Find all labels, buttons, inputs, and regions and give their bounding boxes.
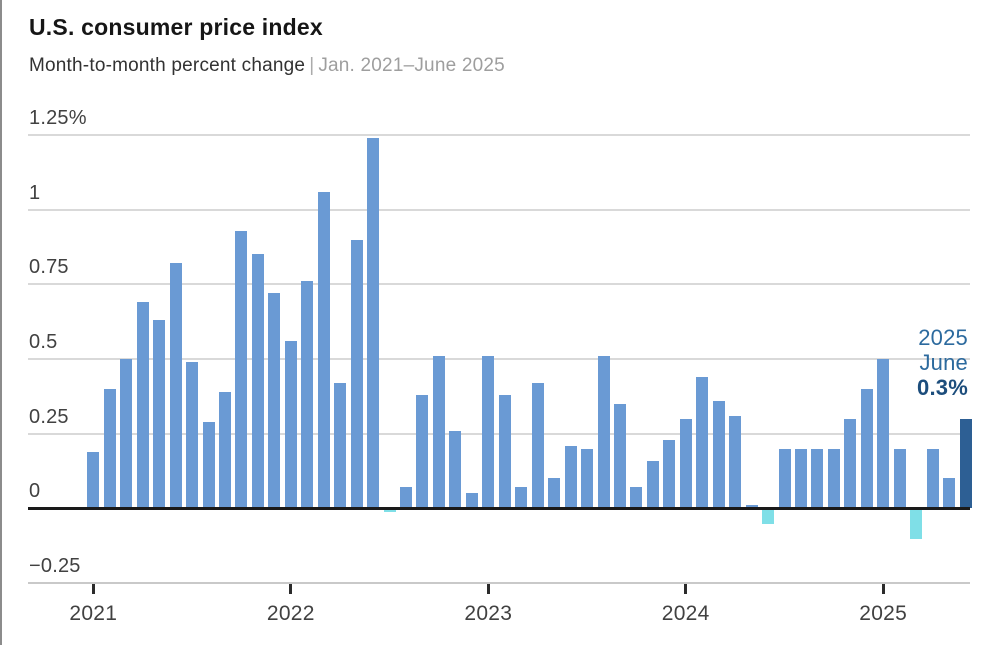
cpi-month-bar bbox=[646, 460, 659, 509]
cpi-month-bar bbox=[959, 418, 972, 509]
cpi-month-bar bbox=[284, 341, 297, 509]
x-axis-tick bbox=[486, 584, 490, 594]
cpi-month-bar bbox=[597, 356, 610, 509]
cpi-month-bar bbox=[235, 230, 248, 509]
x-axis-tick bbox=[289, 584, 293, 594]
cpi-month-bar bbox=[712, 400, 725, 509]
cpi-month-bar bbox=[301, 281, 314, 509]
x-axis-year-label: 2023 bbox=[464, 602, 513, 625]
annotation-year: 2025 bbox=[918, 325, 968, 350]
subtitle-measure: Month-to-month percent change bbox=[29, 55, 306, 76]
x-axis-year-label: 2022 bbox=[266, 602, 315, 625]
x-axis-year-label: 2024 bbox=[661, 602, 710, 625]
cpi-month-bar bbox=[432, 356, 445, 509]
annotation-month: June bbox=[919, 350, 968, 375]
cpi-month-bar bbox=[498, 394, 511, 509]
cpi-month-bar bbox=[482, 356, 495, 509]
cpi-month-bar bbox=[334, 382, 347, 509]
cpi-month-bar bbox=[153, 320, 166, 509]
annotation-value: 0.3% bbox=[917, 375, 968, 400]
cpi-month-bar bbox=[679, 418, 692, 509]
cpi-month-bar bbox=[219, 391, 231, 509]
cpi-month-bar bbox=[416, 394, 429, 509]
cpi-month-bar bbox=[893, 448, 906, 509]
chart-subtitle: Month-to-month percent change | Jan. 2021–… bbox=[29, 55, 505, 77]
x-axis-year-label: 2025 bbox=[859, 602, 908, 625]
cpi-month-bar bbox=[548, 478, 561, 509]
y-axis-tick-label: 1.25% bbox=[29, 106, 87, 129]
cpi-month-bar bbox=[877, 359, 890, 509]
cpi-month-bar bbox=[120, 359, 133, 509]
last-point-annotation: 2025 June 0.3% bbox=[917, 325, 968, 400]
x-axis-year-label: 2021 bbox=[69, 602, 118, 625]
gridline bbox=[28, 208, 970, 211]
zero-axis-line-overlay bbox=[28, 506, 970, 510]
cpi-month-bar bbox=[136, 302, 149, 509]
cpi-month-bar bbox=[844, 418, 857, 509]
cpi-month-bar bbox=[268, 293, 281, 509]
cpi-month-bar bbox=[400, 487, 412, 509]
cpi-month-bar bbox=[778, 448, 791, 509]
cpi-month-bar bbox=[251, 254, 264, 509]
cpi-month-bar bbox=[515, 487, 528, 509]
y-axis-tick-label: 0 bbox=[29, 480, 41, 503]
y-axis-tick-label: 0.25 bbox=[29, 405, 69, 428]
cpi-month-bar bbox=[367, 137, 380, 509]
subtitle-separator: | bbox=[309, 55, 315, 76]
gridline bbox=[28, 283, 970, 286]
cpi-month-bar bbox=[202, 421, 215, 509]
cpi-month-bar bbox=[103, 388, 116, 509]
cpi-month-bar bbox=[87, 451, 100, 509]
bottom-axis-line bbox=[28, 582, 970, 584]
gridline bbox=[28, 133, 970, 136]
cpi-month-bar bbox=[794, 448, 807, 509]
cpi-month-bar bbox=[663, 439, 676, 509]
y-axis-tick-label: 0.75 bbox=[29, 256, 69, 279]
cpi-month-bar bbox=[827, 448, 840, 509]
cpi-month-bar bbox=[564, 445, 577, 509]
cpi-month-bar bbox=[613, 403, 626, 509]
cpi-month-bar bbox=[696, 376, 709, 509]
x-axis-tick bbox=[91, 584, 95, 594]
cpi-month-bar bbox=[449, 430, 462, 509]
y-axis-tick-label: 1 bbox=[29, 181, 41, 204]
cpi-month-bar bbox=[860, 388, 873, 509]
cpi-month-bar bbox=[383, 510, 396, 512]
gridline bbox=[28, 358, 970, 360]
subtitle-date-range: Jan. 2021–June 2025 bbox=[318, 55, 505, 76]
cpi-month-bar bbox=[317, 191, 330, 509]
x-axis-tick bbox=[684, 584, 688, 594]
page-title: U.S. consumer price index bbox=[29, 14, 323, 40]
cpi-month-bar bbox=[465, 493, 478, 509]
cpi-month-bar bbox=[926, 448, 939, 509]
cpi-month-bar bbox=[169, 263, 182, 509]
cpi-month-bar bbox=[943, 478, 955, 509]
y-axis-tick-label: −0.25 bbox=[29, 555, 81, 577]
y-axis-tick-label: 0.5 bbox=[29, 331, 58, 353]
cpi-month-bar bbox=[350, 239, 363, 509]
cpi-month-bar bbox=[811, 448, 824, 509]
cpi-month-bar bbox=[630, 487, 643, 509]
cpi-month-bar bbox=[581, 448, 593, 509]
cpi-month-bar bbox=[729, 415, 742, 509]
x-axis-tick bbox=[881, 584, 885, 594]
cpi-month-bar bbox=[762, 510, 774, 524]
cpi-month-bar bbox=[531, 382, 544, 509]
cpi-month-bar bbox=[186, 361, 198, 509]
cpi-month-bar bbox=[910, 510, 923, 539]
